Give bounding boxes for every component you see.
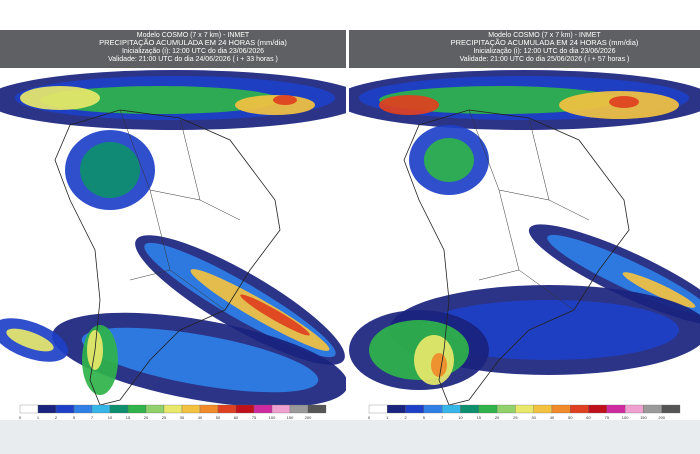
header-text: Validade: 21:00 UTC do dia 24/06/2026 ( … <box>108 56 278 63</box>
legend-swatch <box>661 404 681 414</box>
legend-swatch <box>533 404 553 414</box>
legend-label: 10 <box>108 415 113 420</box>
legend-swatch <box>19 404 39 414</box>
legend-swatch <box>163 404 183 414</box>
legend-swatch <box>387 404 406 414</box>
legend-swatch <box>127 404 147 414</box>
legend-swatch <box>478 404 498 414</box>
legend-swatch <box>460 404 479 414</box>
legend-swatch <box>217 404 237 414</box>
legend-swatch <box>405 404 425 414</box>
map-panel: Modelo COSMO (7 x 7 km) - INMETPRECIPITA… <box>349 30 700 420</box>
header-text: Inicialização (i): 12:00 UTC do dia 23/0… <box>122 48 264 55</box>
legend-swatch <box>570 404 589 414</box>
precip-area <box>40 86 280 114</box>
legend-label: 40 <box>198 415 203 420</box>
header-band <box>0 30 346 68</box>
legend-label: 0 <box>19 415 22 420</box>
legend-label: 100 <box>269 415 276 420</box>
precip-area <box>6 328 54 352</box>
legend-swatch <box>55 404 75 414</box>
legend-label: 2 <box>55 415 58 420</box>
precip-area <box>240 294 310 336</box>
borders <box>119 109 241 311</box>
legend-label: 200 <box>305 415 312 420</box>
legend-label: 1 <box>386 415 389 420</box>
legend-label: 150 <box>287 415 294 420</box>
legend-swatch <box>199 404 219 414</box>
legend-swatch <box>181 404 201 414</box>
precip-area <box>622 272 696 308</box>
legend-swatch <box>515 404 534 414</box>
legend-label: 25 <box>162 415 167 420</box>
legend-label: 20 <box>495 415 500 420</box>
coastline <box>54 109 281 406</box>
legend-label: 60 <box>586 415 591 420</box>
legend-swatch <box>551 404 571 414</box>
legend-swatch <box>606 404 626 414</box>
header-text: Inicialização (i): 12:00 UTC do dia 23/0… <box>473 48 615 55</box>
header-text: Modelo COSMO (7 x 7 km) - INMET <box>137 32 250 39</box>
legend-swatch <box>289 404 309 414</box>
legend-label: 75 <box>605 415 610 420</box>
precip-area <box>424 138 474 182</box>
precip-area <box>81 327 319 393</box>
legend-label: 1 <box>37 415 40 420</box>
legend-label: 50 <box>568 415 573 420</box>
header-text: Validade: 21:00 UTC do dia 25/06/2026 ( … <box>460 56 630 63</box>
legend-label: 15 <box>477 415 482 420</box>
legend-swatch <box>37 404 57 414</box>
legend-label: 50 <box>216 415 221 420</box>
legend-label: 15 <box>126 415 131 420</box>
precip-area <box>379 95 439 115</box>
legend-swatch <box>496 404 516 414</box>
coastline <box>403 109 630 406</box>
legend-swatch <box>145 404 165 414</box>
legend-swatch <box>109 404 129 414</box>
precip-area <box>379 86 619 114</box>
legend-label: 10 <box>458 415 463 420</box>
footer-band <box>0 420 700 454</box>
legend-label: 5 <box>423 415 426 420</box>
map-panel: Modelo COSMO (7 x 7 km) - INMETPRECIPITA… <box>0 30 346 420</box>
legend-swatch <box>253 404 273 414</box>
header-text: PRECIPITAÇÃO ACUMULADA EM 24 HORAS (mm/d… <box>451 38 639 47</box>
borders <box>468 109 590 311</box>
header-band <box>349 30 700 68</box>
legend-swatch <box>442 404 461 414</box>
header-text: PRECIPITAÇÃO ACUMULADA EM 24 HORAS (mm/d… <box>99 38 287 47</box>
legend-label: 0 <box>368 415 371 420</box>
legend-label: 75 <box>252 415 257 420</box>
legend-label: 150 <box>640 415 647 420</box>
legend-swatch <box>73 404 93 414</box>
legend-label: 7 <box>91 415 94 420</box>
legend-label: 2 <box>404 415 407 420</box>
legend-swatch <box>368 404 388 414</box>
precip-area <box>273 95 297 105</box>
precip-area <box>80 142 140 198</box>
legend-label: 30 <box>180 415 185 420</box>
legend-label: 60 <box>234 415 239 420</box>
legend-label: 200 <box>658 415 665 420</box>
legend-label: 30 <box>531 415 536 420</box>
legend-swatch <box>423 404 443 414</box>
legend-label: 40 <box>550 415 555 420</box>
legend-swatch <box>643 404 662 414</box>
legend-label: 7 <box>441 415 444 420</box>
legend-swatch <box>235 404 255 414</box>
legend-label: 100 <box>622 415 629 420</box>
precip-area <box>609 96 639 108</box>
legend-swatch <box>588 404 607 414</box>
legend-swatch <box>271 404 291 414</box>
legend-label: 25 <box>513 415 518 420</box>
legend-swatch <box>307 404 327 414</box>
precip-area <box>20 86 100 110</box>
legend-label: 20 <box>144 415 149 420</box>
legend-swatch <box>624 404 644 414</box>
precip-area <box>431 353 447 377</box>
header-text: Modelo COSMO (7 x 7 km) - INMET <box>488 32 601 39</box>
legend-label: 5 <box>73 415 76 420</box>
legend-swatch <box>91 404 111 414</box>
